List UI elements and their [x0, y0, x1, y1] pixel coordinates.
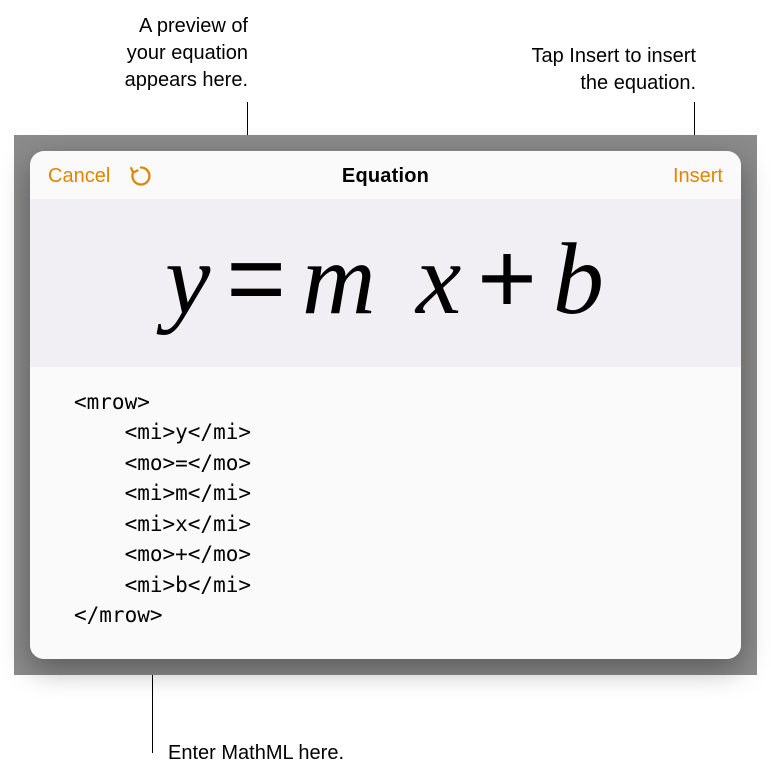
insert-button[interactable]: Insert	[673, 165, 723, 188]
equation-rendered: y=m x+b	[165, 227, 606, 331]
dialog-header: Cancel Equation Insert	[30, 151, 741, 199]
eq-x: x	[416, 223, 463, 336]
eq-equals: =	[212, 221, 302, 335]
equation-preview: y=m x+b	[30, 199, 741, 367]
callout-enter: Enter MathML here.	[168, 740, 344, 767]
eq-b: b	[553, 223, 606, 336]
callout-insert: Tap Insert to insert the equation.	[500, 43, 696, 97]
cancel-button[interactable]: Cancel	[48, 165, 110, 188]
mathml-input[interactable]: <mrow> <mi>y</mi> <mo>=</mo> <mi>m</mi> …	[30, 367, 741, 659]
eq-space	[378, 221, 416, 335]
eq-m: m	[302, 223, 378, 336]
equation-dialog: Cancel Equation Insert y=m x+b <mrow> <m…	[30, 151, 741, 659]
eq-y: y	[165, 223, 212, 336]
device-frame: Cancel Equation Insert y=m x+b <mrow> <m…	[14, 135, 757, 675]
undo-icon[interactable]	[128, 163, 154, 189]
callout-preview: A preview of your equation appears here.	[98, 13, 248, 94]
eq-plus: +	[463, 221, 553, 335]
header-left: Cancel	[48, 163, 154, 189]
dialog-title: Equation	[342, 165, 429, 188]
